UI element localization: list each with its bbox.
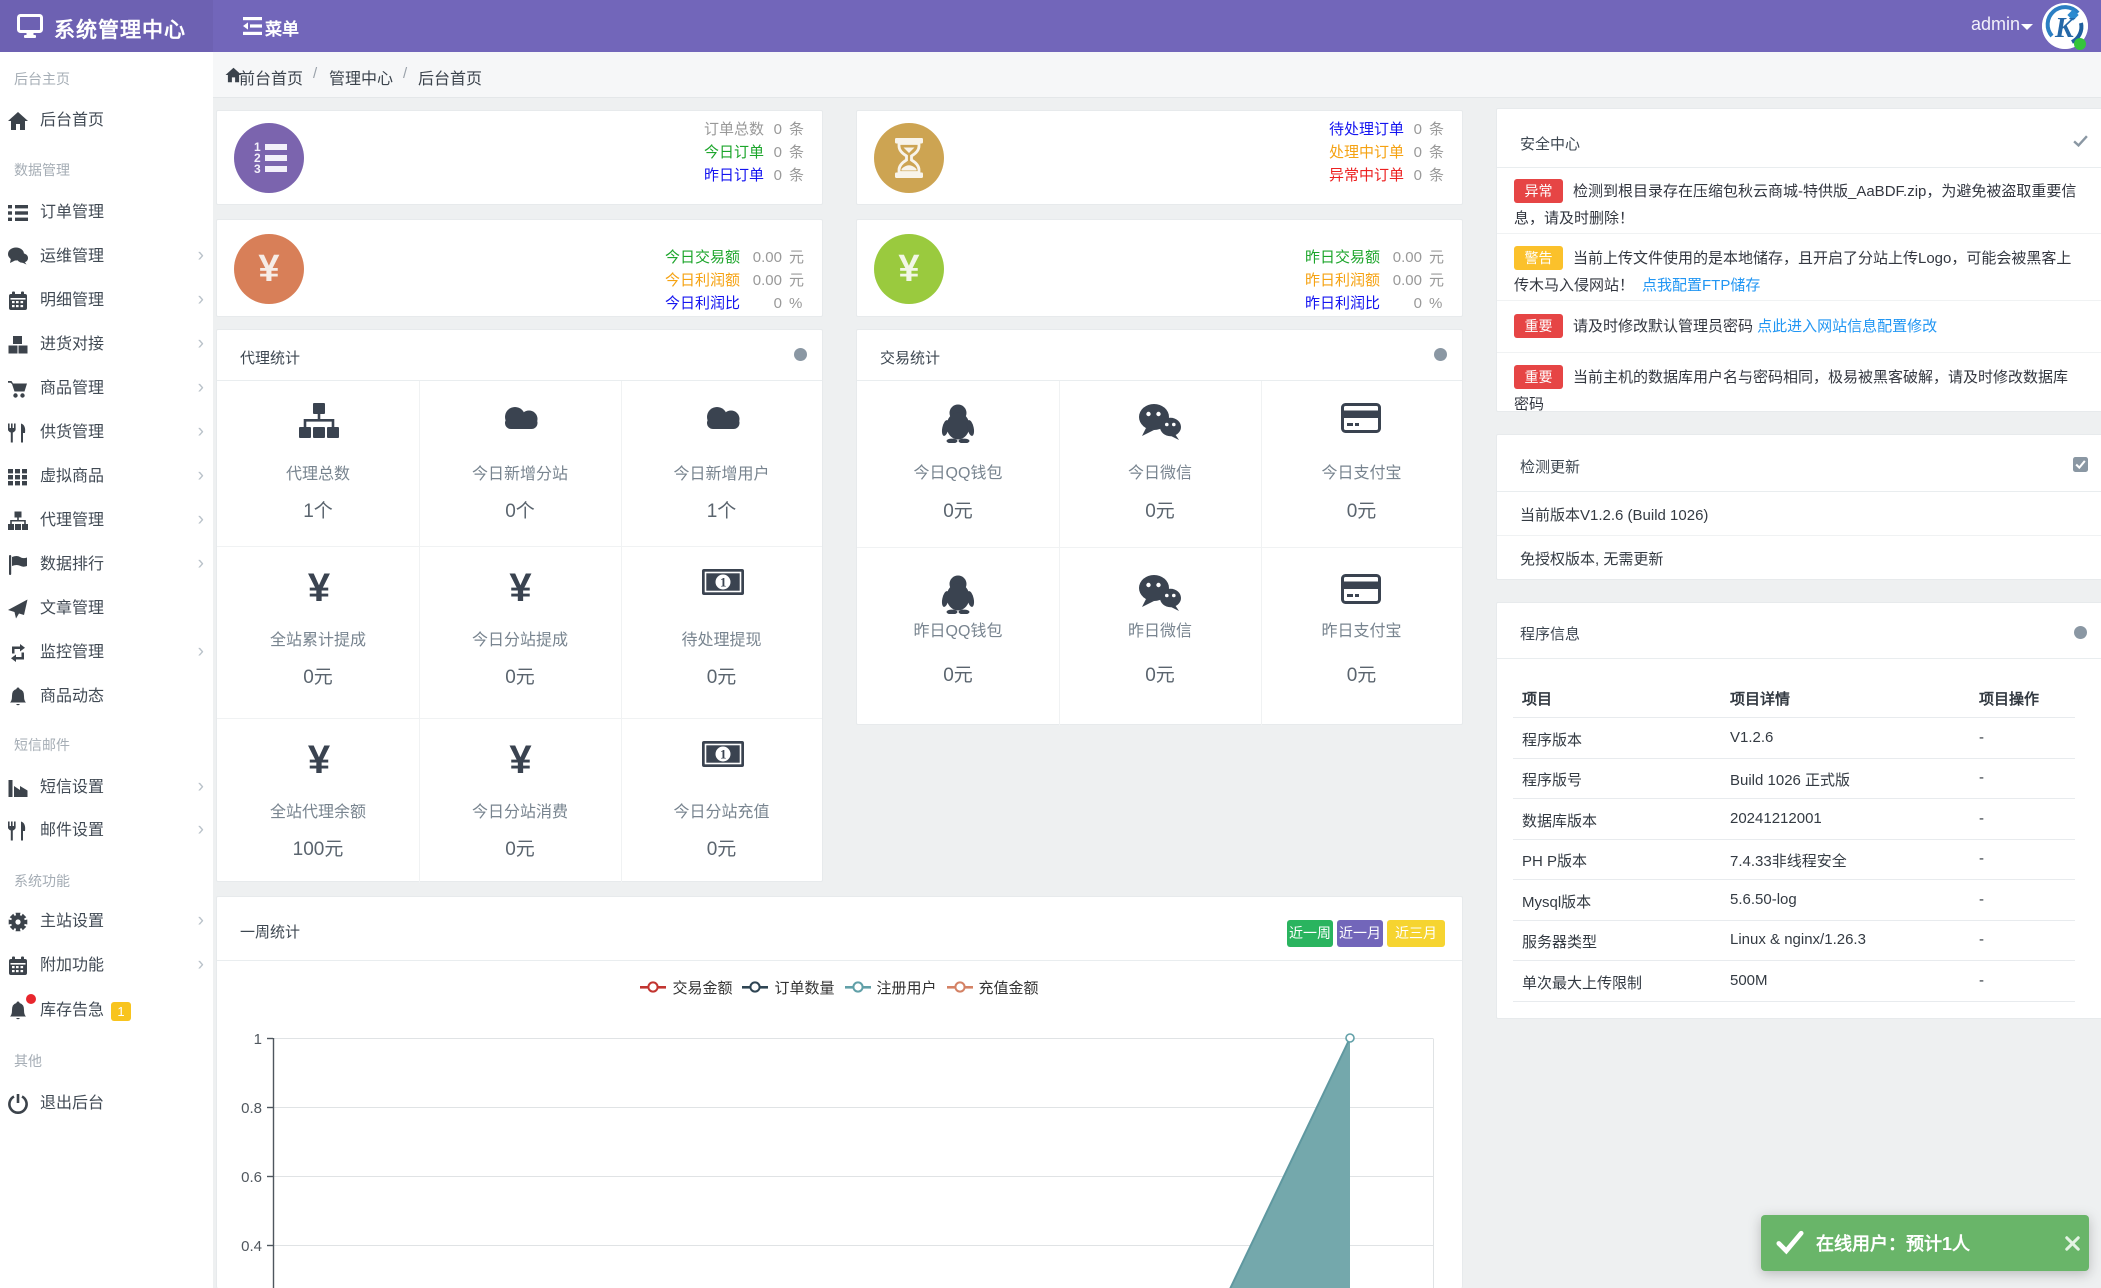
svg-text:0.4: 0.4	[241, 1238, 262, 1255]
svg-text:1: 1	[254, 141, 261, 154]
svg-text:3: 3	[254, 162, 261, 175]
svg-text:1: 1	[254, 1031, 262, 1048]
svg-text:0.6: 0.6	[241, 1169, 262, 1186]
svg-text:2: 2	[254, 151, 261, 165]
svg-text:0.8: 0.8	[241, 1100, 262, 1117]
svg-text:K: K	[2054, 13, 2076, 44]
svg-text:1: 1	[720, 575, 727, 590]
svg-text:1: 1	[720, 747, 727, 762]
